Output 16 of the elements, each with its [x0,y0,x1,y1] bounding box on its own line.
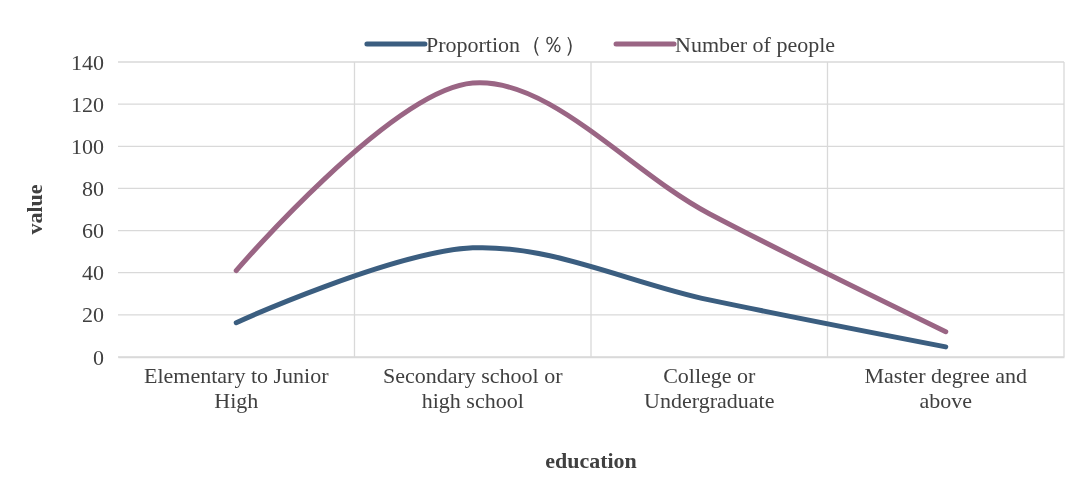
x-tick-label: Secondary school or high school [382,362,564,413]
y-tick-label: 0 [93,344,104,370]
legend-label: Proportion（％） [425,31,587,57]
x-tick-label: Elementary to Junior High [143,362,330,413]
y-tick-label: 40 [82,260,104,286]
x-tick-label: Master degree and above [864,362,1027,413]
y-axis-title: value [22,184,47,235]
y-tick-label: 80 [82,175,104,201]
y-tick-label: 100 [71,133,104,159]
y-tick-label: 140 [71,49,104,75]
y-tick-label: 20 [82,302,104,328]
x-tick-label: College or Undergraduate [644,362,775,413]
x-axis-title: education [545,448,637,473]
y-tick-label: 120 [71,91,104,117]
y-tick-label: 60 [82,218,104,244]
legend-label: Number of people [675,31,836,57]
